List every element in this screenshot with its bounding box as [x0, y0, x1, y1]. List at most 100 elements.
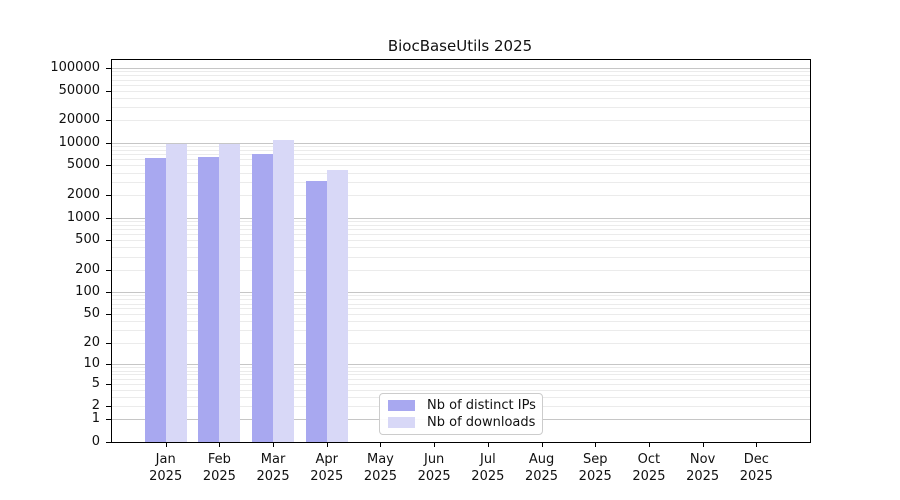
gridline-minor: [112, 299, 810, 301]
gridline-minor: [112, 181, 810, 183]
gridline-minor: [112, 120, 810, 122]
y-tick-mark: [106, 195, 111, 197]
gridline-minor: [112, 308, 810, 310]
gridline-minor: [112, 150, 810, 152]
y-tick-label: 100000: [50, 59, 100, 75]
y-tick-label: 10000: [58, 134, 100, 150]
y-tick-mark: [106, 364, 111, 366]
chart-title: BiocBaseUtils 2025: [387, 37, 533, 55]
gridline-minor: [112, 321, 810, 323]
y-tick-label: 2: [91, 398, 100, 414]
legend-swatch-downloads-icon: [388, 417, 415, 428]
gridline-minor: [112, 154, 810, 156]
gridline-minor: [112, 90, 810, 92]
gridline-major: [112, 142, 810, 144]
gridline-minor: [112, 146, 810, 148]
y-tick-mark: [106, 292, 111, 294]
y-tick-label: 200: [75, 261, 100, 277]
x-tick-mark: [434, 443, 436, 447]
x-tick-mark: [165, 443, 167, 447]
x-tick-label: Jun 2025: [417, 452, 451, 484]
gridline-minor: [112, 330, 810, 332]
gridline-minor: [112, 107, 810, 109]
gridline-major: [112, 364, 810, 366]
x-tick-label: Feb 2025: [202, 452, 236, 484]
gridline-major: [112, 67, 810, 69]
x-tick-label: Aug 2025: [524, 452, 559, 484]
y-tick-label: 1: [91, 411, 100, 427]
gridline-minor: [112, 314, 810, 316]
legend-swatch-distinct-ips-icon: [388, 400, 415, 411]
x-tick-mark: [702, 443, 704, 447]
y-tick-label: 50000: [58, 82, 100, 98]
x-tick-mark: [595, 443, 597, 447]
bar-downloads: [219, 144, 241, 442]
x-tick-label: Sep 2025: [578, 452, 612, 484]
y-tick-label: 20: [83, 335, 100, 351]
x-tick-label: Oct 2025: [632, 452, 666, 484]
gridline-minor: [112, 79, 810, 81]
bar-downloads: [273, 139, 295, 442]
y-tick-mark: [106, 406, 111, 408]
gridline-minor: [112, 374, 810, 376]
bar-distinct-ips: [305, 180, 327, 442]
gridline-minor: [112, 383, 810, 385]
y-tick-label: 500: [75, 232, 100, 248]
y-tick-label: 50: [83, 306, 100, 322]
gridline-minor: [112, 295, 810, 297]
y-tick-mark: [106, 142, 111, 144]
x-tick-mark: [541, 443, 543, 447]
gridline-minor: [112, 343, 810, 345]
y-tick-label: 20000: [58, 112, 100, 128]
y-tick-mark: [106, 67, 111, 69]
gridline-minor: [112, 195, 810, 197]
gridline-minor: [112, 234, 810, 236]
y-tick-label: 2000: [66, 187, 100, 203]
legend-label-distinct-ips: Nb of distinct IPs: [427, 397, 536, 413]
x-tick-label: May 2025: [363, 452, 397, 484]
gridline-minor: [112, 220, 810, 222]
y-tick-mark: [106, 120, 111, 122]
gridline-minor: [112, 370, 810, 372]
gridline-minor: [112, 224, 810, 226]
y-tick-mark: [106, 217, 111, 219]
gridline-minor: [112, 75, 810, 77]
gridline-minor: [112, 229, 810, 231]
x-tick-label: Dec 2025: [739, 452, 773, 484]
y-tick-label: 5: [91, 375, 100, 391]
x-tick-mark: [380, 443, 382, 447]
y-tick-label: 5000: [66, 157, 100, 173]
y-tick-mark: [106, 165, 111, 167]
x-tick-mark: [648, 443, 650, 447]
y-tick-mark: [106, 343, 111, 345]
x-tick-label: Jul 2025: [471, 452, 505, 484]
plot-area: [111, 59, 811, 443]
gridline-minor: [112, 159, 810, 161]
y-tick-mark: [106, 269, 111, 271]
gridline-minor: [112, 97, 810, 99]
x-tick-mark: [273, 443, 275, 447]
bar-distinct-ips: [144, 158, 166, 442]
y-tick-label: 1000: [66, 209, 100, 225]
y-tick-mark: [106, 240, 111, 242]
gridline-minor: [112, 367, 810, 369]
y-tick-mark: [106, 314, 111, 316]
legend-item-distinct-ips: Nb of distinct IPs: [388, 397, 536, 414]
gridline-minor: [112, 247, 810, 249]
y-tick-label: 10: [83, 356, 100, 372]
bar-downloads: [326, 170, 348, 442]
x-tick-mark: [219, 443, 221, 447]
y-tick-mark: [106, 90, 111, 92]
x-tick-mark: [756, 443, 758, 447]
y-tick-label: 0: [91, 434, 100, 449]
gridline-minor: [112, 378, 810, 380]
y-tick-mark: [106, 442, 111, 443]
y-tick-mark: [106, 419, 111, 421]
y-tick-label: 100: [75, 284, 100, 300]
bar-downloads: [165, 144, 187, 442]
legend-item-downloads: Nb of downloads: [388, 414, 535, 431]
gridline-major: [112, 292, 810, 294]
x-tick-label: Mar 2025: [256, 452, 290, 484]
legend: Nb of distinct IPs Nb of downloads: [379, 393, 543, 435]
